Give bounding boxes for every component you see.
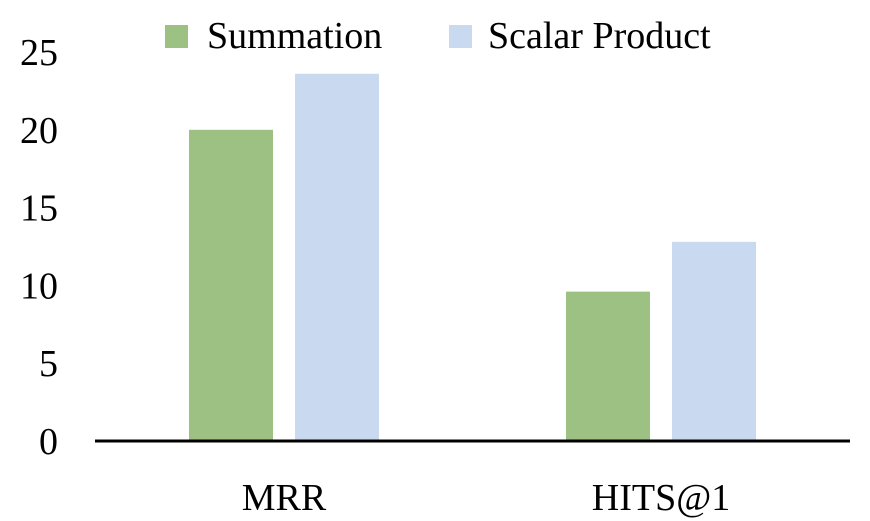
legend-label: Scalar Product <box>488 15 711 57</box>
legend-swatch <box>449 25 472 48</box>
bar-scalar-product-mrr <box>295 73 379 441</box>
bar-summation-hits1 <box>566 291 650 441</box>
x-axis-category-labels: MRR HITS@1 <box>242 477 730 519</box>
x-category-label: HITS@1 <box>592 477 730 519</box>
y-tick-label: 15 <box>20 188 58 230</box>
y-tick-label: 0 <box>39 421 58 463</box>
bar-summation-mrr <box>189 129 273 442</box>
legend-label: Summation <box>207 15 382 57</box>
bar-scalar-product-hits1 <box>672 241 756 441</box>
y-tick-label: 20 <box>20 110 58 152</box>
y-tick-label: 5 <box>39 343 58 385</box>
bars <box>189 73 756 442</box>
legend-swatch <box>165 25 188 48</box>
y-tick-label: 25 <box>20 32 58 74</box>
y-axis-tick-labels: 0 5 10 15 20 25 <box>20 32 58 463</box>
y-tick-label: 10 <box>20 265 58 307</box>
x-category-label: MRR <box>242 477 327 519</box>
legend: Summation Scalar Product <box>165 15 711 57</box>
